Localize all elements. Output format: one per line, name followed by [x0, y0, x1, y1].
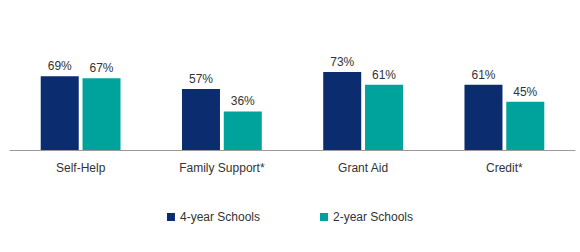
svg-text:Credit*: Credit* — [486, 161, 523, 175]
svg-text:73%: 73% — [330, 55, 354, 69]
svg-text:2-year Schools: 2-year Schools — [333, 210, 413, 224]
svg-text:Grant Aid: Grant Aid — [338, 161, 388, 175]
svg-text:36%: 36% — [231, 94, 255, 108]
svg-text:4-year Schools: 4-year Schools — [180, 210, 260, 224]
svg-text:67%: 67% — [90, 61, 114, 75]
svg-text:61%: 61% — [372, 68, 396, 82]
svg-text:Family Support*: Family Support* — [179, 161, 265, 175]
svg-text:57%: 57% — [189, 72, 213, 86]
svg-text:61%: 61% — [471, 68, 495, 82]
svg-text:Self-Help: Self-Help — [56, 161, 106, 175]
svg-text:45%: 45% — [513, 85, 537, 99]
svg-text:69%: 69% — [48, 59, 72, 73]
